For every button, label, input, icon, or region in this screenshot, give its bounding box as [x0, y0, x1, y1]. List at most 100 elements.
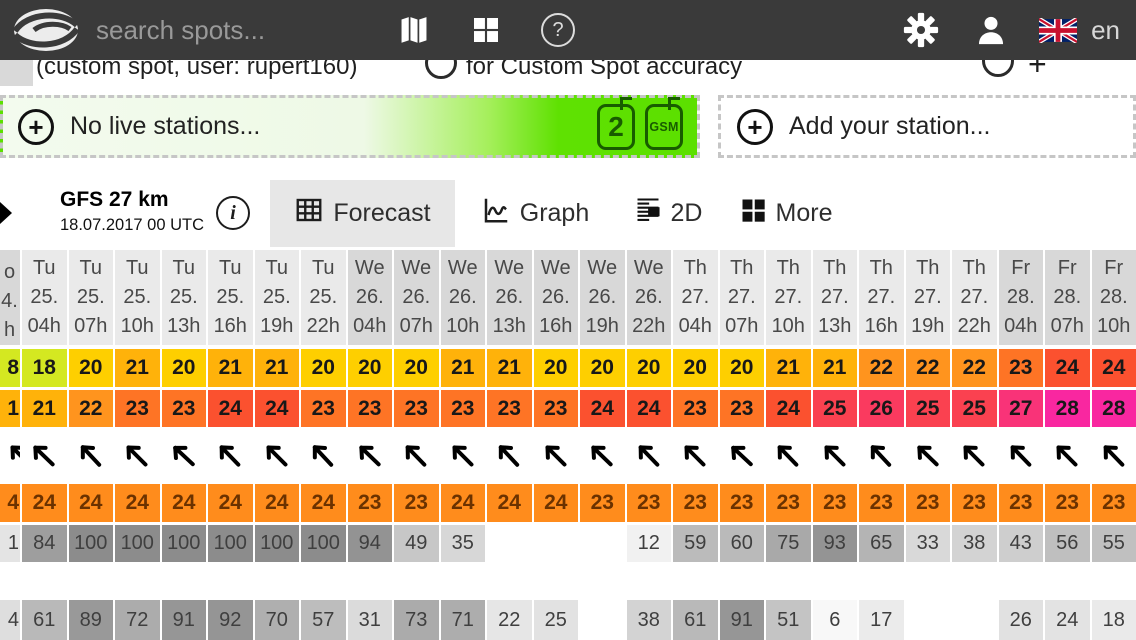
table-header-cell: We 26. 19h [580, 250, 625, 345]
wind-arrow-cell [115, 430, 160, 481]
temp-cell: 20 [301, 349, 346, 387]
orange-value-cell: 23 [1045, 484, 1090, 522]
gray-value-cell [487, 525, 532, 562]
tab-more-label: More [775, 199, 833, 227]
apps-grid-icon[interactable] [464, 8, 508, 52]
gray-value-cell: 72 [115, 600, 160, 640]
value-row-gray-top: 1 84 100 100 100 100 100 100 94 49 35 12 59 60 75 93 65 3… [0, 525, 1136, 562]
gray-value-cell: 12 [626, 525, 671, 562]
station-count-value: 2 [608, 110, 624, 142]
orange-value-cell: 24 [533, 484, 578, 522]
wind-arrow-cell [348, 430, 393, 481]
user-profile-icon[interactable] [969, 8, 1013, 52]
tab-forecast[interactable]: Forecast [270, 180, 455, 247]
gray-value-cell: 6 [812, 600, 857, 640]
orange-value-cell: 24 [115, 484, 160, 522]
gray-value-cell: 71 [440, 600, 485, 640]
table-header-cell: We 26. 22h [626, 250, 671, 345]
orange-value-cell: 23 [719, 484, 764, 522]
temp-cell: 23 [673, 390, 718, 427]
gsm-badge[interactable]: GSM [645, 96, 683, 150]
gray-value-cell: 25 [533, 600, 578, 640]
gray-value-cell: 38 [952, 525, 997, 562]
gray-value-cell: 61 [22, 600, 67, 640]
gray-value-cell: 100 [301, 525, 346, 562]
temp-cell: 20 [68, 349, 113, 387]
gray-value-cell: 91 [161, 600, 206, 640]
table-header-cell: Fr 28. 04h [998, 250, 1043, 345]
temperature-row-secondary: 1 21 22 23 23 24 24 23 23 23 23 23 23 24 24 23 23 24 25 26 2… [0, 390, 1136, 427]
temp-cell: 18 [22, 349, 67, 387]
wind-arrow-cell [1092, 430, 1136, 481]
temp-cell: 20 [626, 349, 671, 387]
gsm-label: GSM [649, 119, 679, 134]
windguru-logo[interactable] [10, 6, 82, 54]
collapse-arrow-icon[interactable] [0, 202, 12, 224]
value-row-orange: 4 24 24 24 24 24 24 24 23 23 24 24 24 23 23 23 23 23 23 23 2… [0, 484, 1136, 522]
orange-value-cell: 24 [161, 484, 206, 522]
gray-value-cell: 100 [161, 525, 206, 562]
help-icon[interactable]: ? [536, 8, 580, 52]
wind-direction-row [0, 430, 1136, 481]
station-count-badge[interactable]: 2 [597, 96, 635, 150]
temp-cell: 24 [626, 390, 671, 427]
add-your-station-label: Add your station... [789, 112, 991, 140]
table-header-cell: Tu 25. 19h [254, 250, 299, 345]
orange-value-cell: 24 [487, 484, 532, 522]
orange-value-cell: 23 [998, 484, 1043, 522]
gray-value-cell: 59 [673, 525, 718, 562]
wind-arrow-cell [441, 430, 486, 481]
temp-cell: 21 [115, 349, 160, 387]
gray-value-cell: 43 [998, 525, 1043, 562]
info-icon[interactable]: i [216, 196, 250, 230]
question-mark-icon: ? [541, 13, 575, 47]
gray-value-cell [580, 600, 625, 640]
table-header-cell: Tu 25. 22h [301, 250, 346, 345]
wind-arrow-cell [766, 430, 811, 481]
tab-2d[interactable]: 2D [618, 180, 718, 247]
table-header-cell: Th 27. 07h [719, 250, 764, 345]
temperature-row-primary: 8 18 20 21 20 21 21 20 20 20 21 21 20 20 20 20 20 21 21 22 2… [0, 349, 1136, 387]
model-tabs-bar: GFS 27 km 18.07.2017 00 UTC i Forecast G… [0, 180, 1136, 247]
gray-value-cell [906, 600, 951, 640]
more-squares-icon [739, 196, 767, 231]
wind-arrow-cell-partial [0, 430, 20, 481]
orange-value-cell: 23 [580, 484, 625, 522]
no-live-stations-box[interactable]: + No live stations... 2 GSM [0, 95, 700, 158]
language-label[interactable]: en [1091, 14, 1120, 45]
clock-icon [982, 60, 1014, 77]
map-icon[interactable] [392, 8, 436, 52]
temp-cell: 25 [905, 390, 950, 427]
accuracy-label: for Custom Spot accuracy [466, 60, 743, 80]
search-input[interactable]: search spots... [96, 14, 266, 45]
table-header-cell: Fr 28. 10h [1091, 250, 1136, 345]
tab-graph[interactable]: Graph [455, 180, 615, 247]
orange-value-cell: 23 [766, 484, 811, 522]
wind-arrow-cell [487, 430, 532, 481]
uk-flag-icon[interactable] [1037, 16, 1079, 44]
settings-gear-icon[interactable] [899, 8, 943, 52]
wind-arrow-cell [720, 430, 765, 481]
orange-value-cell: 24 [22, 484, 67, 522]
table-header-cell: We 26. 04h [347, 250, 392, 345]
add-plus-icon: + [737, 108, 773, 145]
temp-cell-partial: 8 [0, 349, 20, 387]
gray-value-cell: 26 [998, 600, 1043, 640]
tab-more[interactable]: More [718, 180, 853, 247]
temp-cell: 24 [580, 390, 625, 427]
table-header-cell: We 26. 13h [487, 250, 532, 345]
add-plus-icon: + [18, 108, 54, 145]
orange-value-cell: 23 [859, 484, 904, 522]
temp-cell: 26 [859, 390, 904, 427]
temp-cell: 23 [301, 390, 346, 427]
table-header-cell: Tu 25. 16h [208, 250, 253, 345]
add-your-station-box[interactable]: + Add your station... [718, 95, 1136, 158]
temp-cell: 20 [719, 349, 764, 387]
temp-cell: 23 [440, 390, 485, 427]
temp-cell: 22 [859, 349, 904, 387]
gray-value-cell: 35 [440, 525, 485, 562]
value-row-gray-bottom: 4 61 89 72 91 92 70 57 31 73 71 22 25 38 61 91 51 6 17 26 24… [0, 600, 1136, 640]
gray-cell-partial: 1 [0, 525, 20, 562]
model-name[interactable]: GFS 27 km [60, 188, 169, 211]
temp-cell: 28 [1091, 390, 1136, 427]
